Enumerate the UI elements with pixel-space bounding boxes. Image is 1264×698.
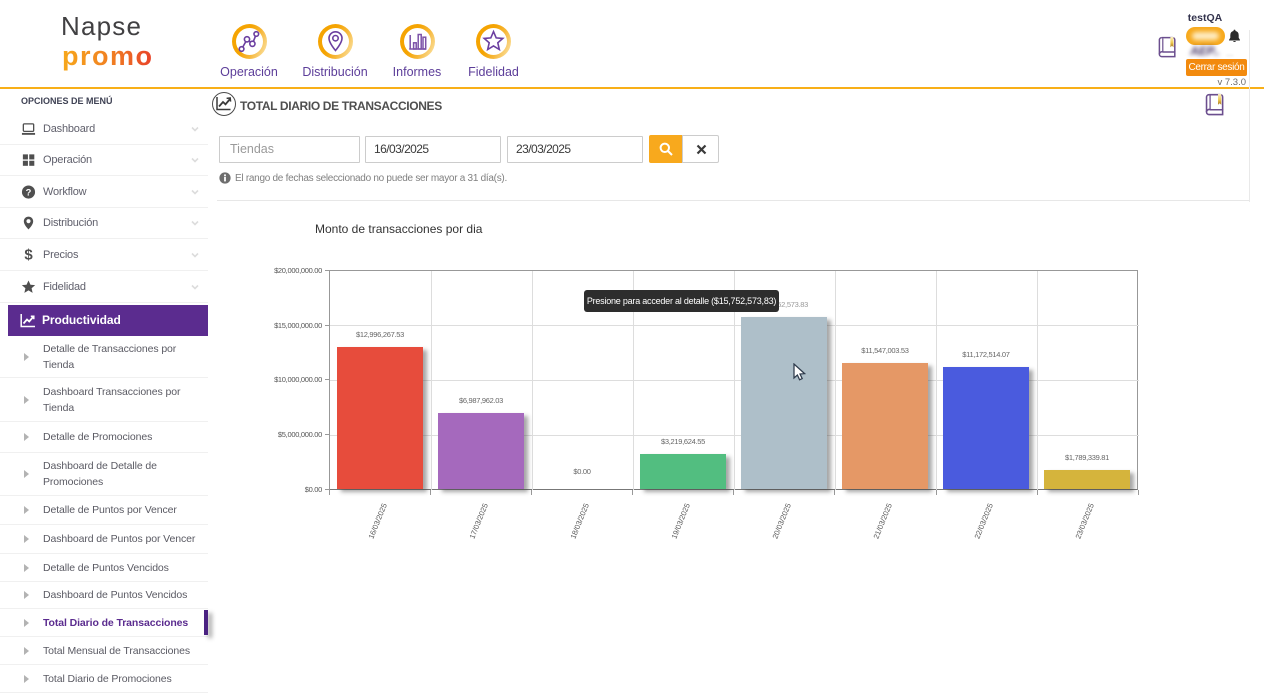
svg-text:?: ? [26,187,32,197]
